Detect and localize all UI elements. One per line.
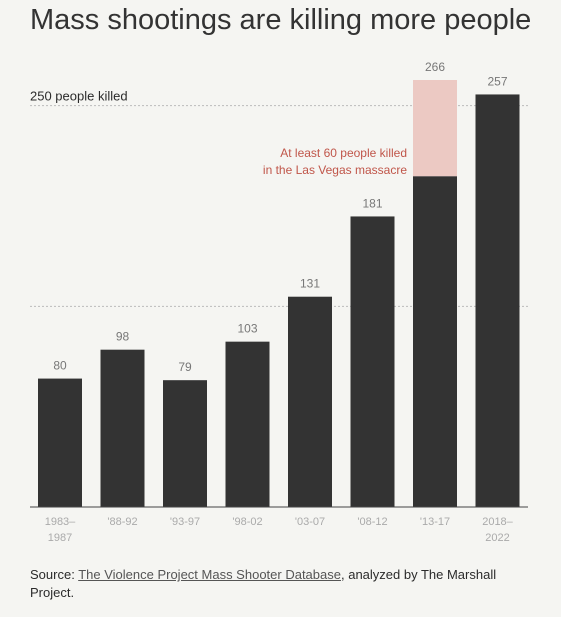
bar	[163, 380, 207, 507]
annotation-text: in the Las Vegas massacre	[263, 163, 407, 177]
tick-label: '08-12	[357, 516, 387, 528]
value-label: 257	[487, 74, 507, 88]
tick-label: 2018–	[482, 516, 513, 528]
source-link[interactable]: The Violence Project Mass Shooter Databa…	[78, 567, 341, 582]
source-prefix: Source:	[30, 567, 79, 582]
tick-label: 1987	[48, 532, 72, 544]
bar	[38, 378, 82, 507]
bar-highlight-segment	[413, 80, 457, 177]
source-suffix: , analyzed by The Marshall Project.	[30, 567, 497, 600]
bar	[475, 94, 520, 508]
bar-chart: 250 people killed 80 1983– 1987 98 '88-92 79 '9…	[30, 60, 528, 544]
value-label: 131	[300, 277, 320, 291]
value-label: 80	[53, 359, 67, 373]
tick-label: '03-07	[295, 516, 325, 528]
bar	[225, 341, 270, 507]
value-label: 98	[116, 330, 130, 344]
tick-label: '98-02	[232, 516, 262, 528]
bar	[100, 349, 145, 507]
value-label: 79	[178, 360, 192, 374]
bar	[350, 216, 395, 507]
tick-label: '88-92	[107, 516, 137, 528]
reference-line-label: 250 people killed	[30, 89, 128, 104]
tick-label: 1983–	[45, 516, 76, 528]
chart-title: Mass shootings are killing more people	[30, 4, 532, 36]
source-note: Source: The Violence Project Mass Shoote…	[30, 566, 535, 602]
value-label: 103	[237, 322, 257, 336]
tick-label: '93-97	[170, 516, 200, 528]
bar	[288, 296, 332, 507]
bar	[413, 176, 457, 507]
value-label: 266	[425, 60, 445, 74]
annotation-text: At least 60 people killed	[280, 146, 407, 160]
tick-label: 2022	[485, 532, 509, 544]
tick-label: '13-17	[420, 516, 450, 528]
value-label: 181	[362, 196, 382, 210]
